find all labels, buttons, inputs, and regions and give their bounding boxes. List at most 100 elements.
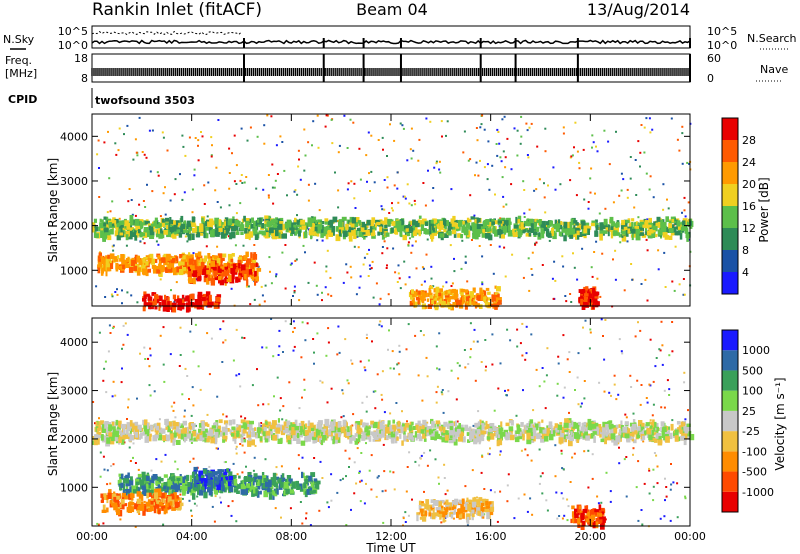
power-speckle: [173, 300, 176, 303]
power-speckle: [562, 126, 565, 129]
velocity-speckle: [384, 489, 387, 492]
velocity-speckle: [364, 369, 367, 372]
power-cell: [134, 235, 138, 241]
power-cell: [448, 230, 452, 236]
velocity-cell: [422, 419, 427, 426]
power-cell: [188, 227, 191, 233]
velocity-cell: [406, 438, 409, 442]
velocity-cell: [276, 423, 280, 430]
power-cell: [224, 274, 228, 281]
velocity-cell: [632, 439, 637, 444]
velocity-speckle: [292, 320, 295, 323]
power-cell: [660, 220, 663, 225]
velocity-speckle: [251, 384, 254, 387]
power-speckle: [481, 281, 484, 284]
power-speckle: [121, 302, 123, 305]
velocity-cell: [557, 428, 562, 435]
power-cell: [500, 230, 504, 234]
velocity-speckle: [144, 358, 147, 360]
velocity-cell: [391, 438, 395, 444]
power-speckle: [233, 180, 236, 183]
velocity-speckle: [238, 373, 241, 376]
power-cell: [627, 228, 631, 234]
power-speckle: [522, 180, 525, 183]
power-speckle: [511, 253, 514, 256]
power-cell: [470, 216, 475, 220]
power-cell: [552, 223, 557, 230]
velocity-cell: [618, 432, 621, 438]
power-cell: [285, 226, 290, 233]
power-cell: [161, 218, 165, 223]
velocity-speckle: [254, 444, 257, 447]
power-speckle: [179, 173, 181, 176]
power-cell: [224, 221, 227, 226]
velocity-speckle: [452, 517, 455, 520]
power-speckle: [504, 275, 507, 278]
velocity-cell: [368, 435, 372, 442]
velocity-cell: [469, 435, 473, 441]
velocity-cell: [508, 426, 514, 432]
power-cell: [578, 231, 583, 237]
power-cell: [229, 232, 233, 240]
velocity-speckle: [297, 454, 300, 457]
velocity-cell: [443, 421, 448, 427]
velocity-cell: [548, 430, 553, 436]
power-cell: [99, 222, 104, 228]
velocity-speckle: [312, 338, 315, 340]
power-speckle: [203, 203, 206, 205]
power-cell: [307, 222, 313, 227]
power-speckle: [303, 169, 306, 172]
power-speckle: [386, 176, 389, 179]
power-speckle: [368, 172, 370, 175]
power-cell: [310, 216, 314, 220]
velocity-cell: [497, 438, 503, 446]
freq-left-tick-top: 18: [74, 52, 88, 65]
power-cell: [197, 251, 202, 257]
power-speckle: [596, 150, 599, 153]
power-cell: [213, 255, 218, 260]
power-cell: [505, 218, 508, 222]
velocity-speckle: [208, 465, 211, 468]
velocity-speckle: [206, 413, 209, 416]
power-cell: [354, 222, 359, 227]
velocity-cell: [401, 440, 404, 446]
power-speckle: [316, 293, 319, 296]
power-cell: [155, 265, 160, 273]
velocity-speckle: [176, 468, 179, 471]
velocity-speckle: [546, 347, 549, 350]
velocity-speckle: [421, 399, 424, 402]
velocity-speckle: [159, 334, 162, 337]
velocity-speckle: [483, 488, 486, 490]
velocity-cell: [465, 426, 468, 430]
power-speckle: [547, 184, 549, 187]
power-cell: [377, 231, 380, 236]
power-cell: [438, 288, 443, 293]
velocity-speckle: [464, 366, 467, 369]
velocity-speckle: [624, 413, 627, 416]
power-speckle: [408, 202, 411, 205]
velocity-cell: [481, 420, 484, 426]
velocity-cell: [615, 424, 619, 429]
power-cell: [476, 303, 480, 308]
velocity-speckle: [588, 523, 591, 526]
cpid-value: twofsound 3503: [95, 94, 195, 107]
power-speckle: [573, 146, 575, 149]
velocity-speckle: [447, 390, 450, 393]
velocity-speckle: [344, 338, 347, 341]
velocity-speckle: [568, 411, 570, 414]
velocity-speckle: [558, 515, 561, 517]
velocity-cell: [349, 437, 353, 444]
power-speckle: [363, 256, 366, 259]
power-cell: [335, 226, 339, 232]
power-cell: [448, 306, 452, 310]
power-cell: [175, 256, 179, 262]
power-speckle: [587, 201, 590, 203]
velocity-cell: [318, 420, 323, 425]
power-speckle: [503, 115, 506, 118]
power-speckle: [571, 154, 574, 157]
power-cell: [610, 226, 614, 230]
power-speckle: [530, 122, 533, 125]
velocity-cell: [560, 429, 564, 437]
power-cell: [631, 218, 635, 222]
power-cell: [677, 224, 682, 230]
